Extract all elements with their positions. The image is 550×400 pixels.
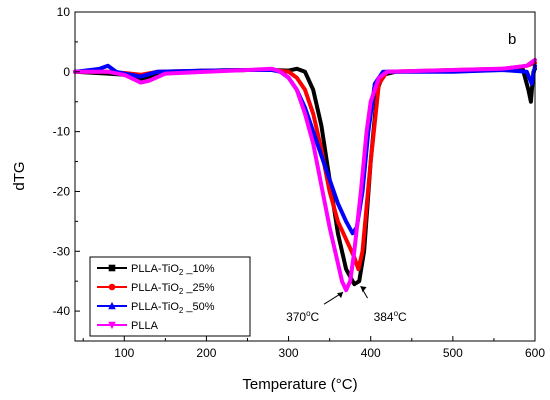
peak-annotations: 370oC 384oC <box>286 285 407 324</box>
x-axis: 100 200 300 400 500 600 <box>82 336 545 360</box>
legend-marker <box>108 264 116 272</box>
x-tick-label: 400 <box>361 346 381 360</box>
annotation-arrowhead <box>337 292 344 299</box>
y-tick-label: -30 <box>53 244 71 258</box>
legend-marker <box>108 301 116 310</box>
x-axis-label: Temperature (°C) <box>242 376 357 393</box>
legend-marker <box>108 321 116 330</box>
y-tick-label: 10 <box>57 5 71 19</box>
x-tick-label: 600 <box>525 346 545 360</box>
y-axis: 10 0 -10 -20 -30 -40 <box>53 5 80 318</box>
legend-entry: PLLA-TiO2 _50% <box>131 301 215 315</box>
x-tick-label: 200 <box>196 346 216 360</box>
legend: PLLA-TiO2 _10% PLLA-TiO2 _25% PLLA-TiO2 _5… <box>89 256 251 337</box>
y-tick-label: -40 <box>53 304 71 318</box>
peak-annotation: 384oC <box>374 309 407 324</box>
peak-annotation: 370oC <box>286 309 319 324</box>
x-tick-label: 300 <box>279 346 299 360</box>
legend-entry: PLLA-TiO2 _10% <box>131 263 215 277</box>
plot-series <box>73 57 537 293</box>
annotation-arrowhead <box>360 286 367 293</box>
legend-box <box>89 256 251 337</box>
y-axis-label: dTG <box>11 161 28 190</box>
x-tick-label: 500 <box>443 346 463 360</box>
y-tick-label: 0 <box>63 65 70 79</box>
x-tick-label: 100 <box>114 346 134 360</box>
legend-entry: PLLA <box>131 320 159 332</box>
legend-entry: PLLA-TiO2 _25% <box>131 282 215 296</box>
series-line-4 <box>73 57 537 293</box>
plot-frame <box>74 11 536 342</box>
panel-label: b <box>508 31 516 48</box>
legend-marker <box>108 283 116 291</box>
y-tick-label: -10 <box>53 125 71 139</box>
y-tick-label: -20 <box>53 184 71 198</box>
